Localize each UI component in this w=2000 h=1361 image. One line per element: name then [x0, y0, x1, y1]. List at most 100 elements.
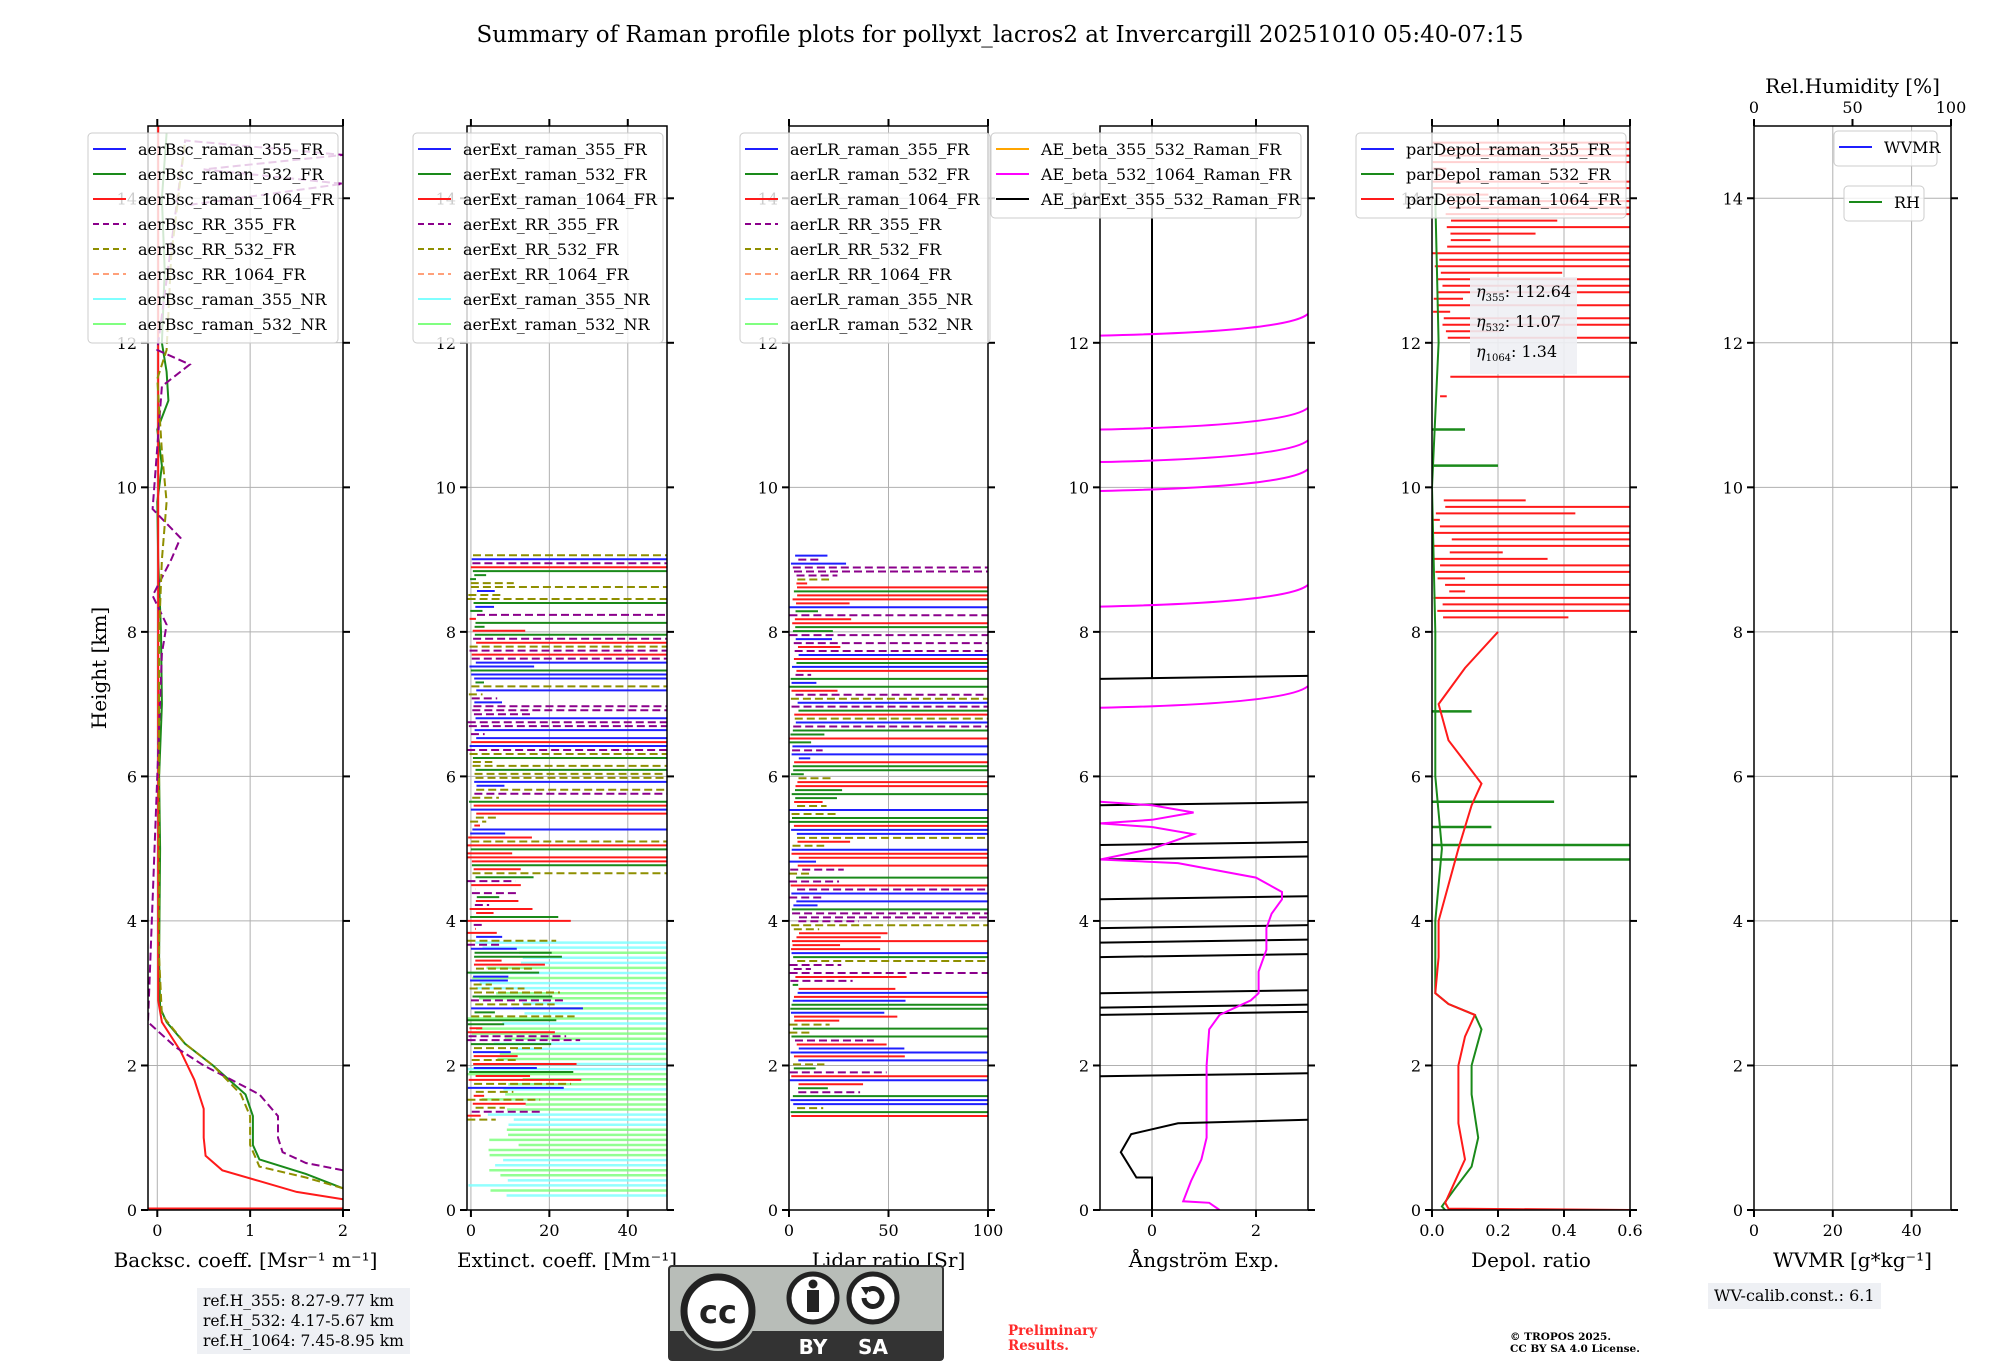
axes-frame	[1431, 125, 1631, 1211]
legend-label: aerExt_RR_532_FR	[463, 240, 620, 259]
ae-parext-segment	[1100, 895, 1308, 901]
y-tick-label: 2	[1411, 1056, 1421, 1075]
x-tick-label: 0	[1147, 1221, 1157, 1240]
attribution-icon-head	[808, 1279, 818, 1289]
panel-wvmr: 0 20 40 0 2 4 6 8 10 12 14 WVMR [g*kg⁻¹] 0 50 100Rel.H…	[1723, 74, 1967, 1272]
x-tick-label: 50	[878, 1221, 898, 1240]
y-tick-label: 10	[1401, 478, 1421, 497]
y-tick-label: 12	[1401, 334, 1421, 353]
legend-label: aerBsc_RR_1064_FR	[138, 265, 307, 284]
y-tick-label: 6	[1733, 767, 1743, 786]
ae-parext-segment	[1100, 841, 1308, 847]
preliminary-line-1: Preliminary	[1008, 1323, 1098, 1339]
cc-by-sa-license-badge: cc BY SA	[668, 1265, 944, 1361]
legend-label: WVMR	[1884, 138, 1941, 157]
by-label: BY	[799, 1335, 828, 1359]
share-alike-icon	[846, 1271, 900, 1325]
series-line-AE_beta_532_1064_Raman_FR	[1100, 800, 1283, 1210]
legend-label: aerLR_RR_1064_FR	[790, 265, 952, 284]
legend-label: aerExt_raman_1064_FR	[463, 190, 658, 209]
legend-label: aerExt_raman_355_FR	[463, 140, 648, 159]
attribution-icon-body	[807, 1290, 819, 1312]
y-tick-label: 2	[1079, 1056, 1089, 1075]
y-tick-label: 4	[768, 912, 778, 931]
x-tick-label: 2	[338, 1221, 348, 1240]
y-tick-label: 8	[1079, 623, 1089, 642]
y-tick-label: 4	[1079, 912, 1089, 931]
y-tick-label: 6	[127, 767, 137, 786]
y-tick-label: 0	[1411, 1201, 1421, 1220]
profile-layer	[789, 554, 988, 1118]
eta-355: η355: 112.64	[1476, 282, 1572, 305]
legend-frame	[412, 132, 664, 344]
legend-label: RH	[1894, 193, 1920, 212]
legend-label: aerExt_raman_532_FR	[463, 165, 648, 184]
series-line-parDepol_raman_1064_FR	[1434, 631, 1630, 1210]
legend-label: parDepol_raman_532_FR	[1406, 165, 1612, 184]
y-tick-label: 2	[768, 1056, 778, 1075]
y-tick-label: 4	[127, 912, 137, 931]
panel-lidar_ratio: 05010002468101214Lidar ratio [Sr]aerLR_r…	[739, 119, 1003, 1272]
y-tick-label: 8	[446, 623, 456, 642]
panel-backscatter: 01202468101214Backsc. coeff. [Msr⁻¹ m⁻¹]…	[87, 119, 377, 1272]
y-axis-label: Height [km]	[87, 607, 111, 729]
legend-frame	[990, 132, 1302, 219]
x-tick-label: 0	[152, 1221, 162, 1240]
x-tick-label: 2	[1251, 1221, 1261, 1240]
y-tick-label: 0	[768, 1201, 778, 1220]
legend-frame	[1833, 130, 1938, 167]
legend-label: aerBsc_raman_532_NR	[138, 315, 327, 334]
ae-parext-segment	[1100, 1072, 1308, 1078]
reference-heights-box: ref.H_355: 8.27-9.77 km ref.H_532: 4.17-…	[197, 1288, 410, 1354]
legend-label: aerBsc_raman_1064_FR	[138, 190, 335, 209]
eta-annotation-box: η355: 112.64 η532: 11.07 η1064: 1.34	[1470, 277, 1578, 374]
legend-label: aerLR_raman_532_NR	[790, 315, 973, 334]
y-tick-label: 0	[127, 1201, 137, 1220]
x-tick-label: 20	[1823, 1221, 1843, 1240]
panel-angstrom: 0202468101214Ångström Exp.AE_beta_355_53…	[990, 119, 1315, 1272]
legend-label: aerExt_RR_1064_FR	[463, 265, 630, 284]
cc-icon	[680, 1273, 756, 1349]
legend: aerExt_raman_355_FR aerExt_raman_532_FRae…	[412, 132, 664, 344]
y-tick-label: 0	[1733, 1201, 1743, 1220]
x-tick-label: 0	[466, 1221, 476, 1240]
y-tick-label: 0	[1079, 1201, 1089, 1220]
legend-rh: RH	[1843, 185, 1925, 222]
legend-label: parDepol_raman_355_FR	[1406, 140, 1612, 159]
axes-frame	[147, 125, 344, 1211]
x-top-tick-label: 50	[1842, 98, 1862, 117]
wv-calibration-box: WV-calib.const.: 6.1	[1708, 1283, 1881, 1309]
legend-label: aerLR_RR_532_FR	[790, 240, 942, 259]
legend-frame	[1843, 185, 1925, 222]
legend-frame	[739, 132, 991, 344]
ae-parext-segment	[1100, 989, 1308, 995]
ae-parext-segment	[1100, 953, 1308, 959]
preliminary-results-note: Preliminary Results.	[1008, 1324, 1097, 1354]
figure-title: Summary of Raman profile plots for polly…	[476, 22, 1524, 48]
ae-parext-segment	[1100, 855, 1308, 861]
legend-label: aerLR_raman_355_FR	[790, 140, 970, 159]
x-axis-label: Depol. ratio	[1471, 1248, 1591, 1272]
panel-depol: 0.00.20.40.602468101214Depol. ratioparDe…	[1355, 119, 1643, 1272]
y-tick-label: 8	[768, 623, 778, 642]
y-tick-label: 6	[1411, 767, 1421, 786]
ae-parext-segment	[1100, 1010, 1308, 1016]
copyright-line-2: CC BY SA 4.0 License.	[1510, 1343, 1640, 1355]
legend: parDepol_raman_355_FR parDepol_raman_532_…	[1355, 132, 1627, 219]
share-alike-arrow	[861, 1286, 885, 1309]
legend: aerBsc_raman_355_FR aerBsc_raman_532_FRae…	[87, 132, 339, 344]
ae-beta-segment	[1100, 584, 1308, 608]
y-tick-label: 8	[1733, 623, 1743, 642]
legend-label: aerExt_raman_532_NR	[463, 315, 651, 334]
series-line-aerBsc_raman_1064_FR	[157, 126, 343, 1201]
legend-wvmr: WVMR	[1833, 130, 1941, 167]
y-tick-label: 6	[768, 767, 778, 786]
x-axis-label: WVMR [g*kg⁻¹]	[1773, 1248, 1932, 1272]
legend-frame	[1355, 132, 1627, 219]
y-tick-label: 4	[446, 912, 456, 931]
series-line-aerBsc_RR_532_FR	[156, 140, 343, 1190]
x-top-axis-label: Rel.Humidity [%]	[1765, 74, 1940, 98]
x-tick-label: 0.6	[1617, 1221, 1642, 1240]
x-tick-label: 40	[1901, 1221, 1921, 1240]
